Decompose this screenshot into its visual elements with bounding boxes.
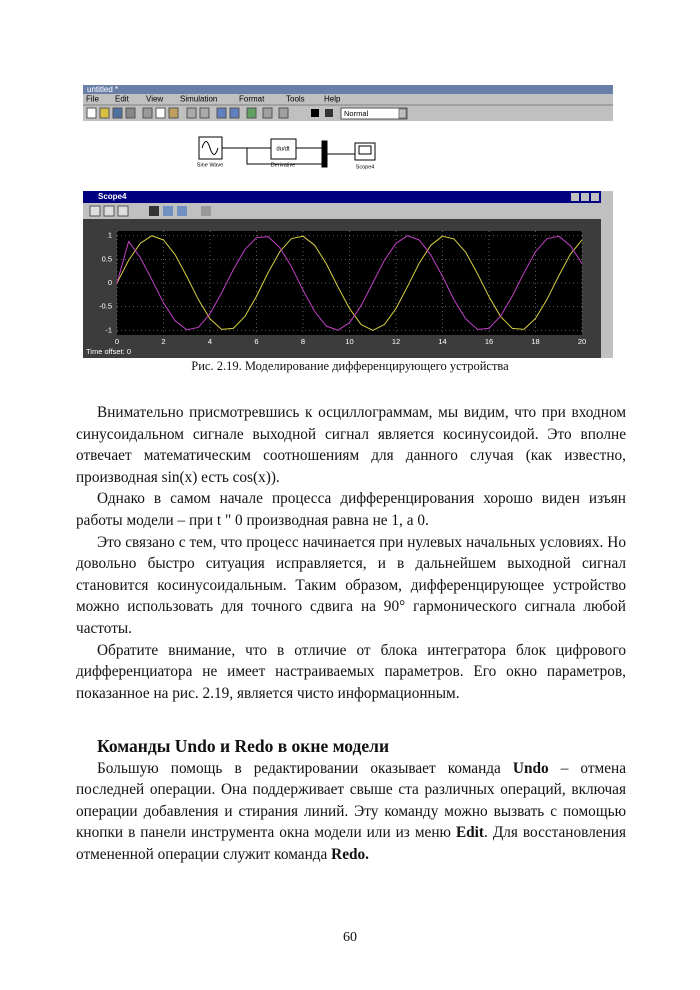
y-tick-label: -0.5 bbox=[99, 302, 112, 311]
bold-text: Undo bbox=[512, 759, 549, 777]
time-offset: Time offset: 0 bbox=[86, 347, 131, 356]
menu-item[interactable]: Tools bbox=[286, 95, 305, 104]
block-label: Derivative bbox=[271, 162, 295, 168]
window-button[interactable] bbox=[571, 193, 579, 201]
zoom-dropdown[interactable] bbox=[340, 107, 408, 120]
x-tick-label: 6 bbox=[254, 337, 258, 346]
x-tick-label: 14 bbox=[438, 337, 446, 346]
window-button[interactable] bbox=[591, 193, 599, 201]
y-tick-label: 1 bbox=[108, 231, 112, 240]
paragraph: Это связано с тем, что процесс начинаетс… bbox=[76, 533, 626, 637]
mux-block[interactable] bbox=[321, 140, 328, 168]
tool-icon[interactable] bbox=[177, 206, 187, 216]
signal-line bbox=[116, 235, 583, 331]
bold-text: Edit bbox=[455, 824, 484, 842]
text-run: Большую помощь в редактировании оказывае… bbox=[97, 759, 513, 777]
menu-item[interactable]: View bbox=[146, 95, 163, 104]
x-tick-label: 10 bbox=[345, 337, 353, 346]
paragraph: Большую помощь в редактировании оказывае… bbox=[76, 758, 626, 866]
title-bar bbox=[83, 85, 613, 94]
paragraph: Однако в самом начале процесса дифференц… bbox=[76, 490, 626, 529]
x-tick-label: 8 bbox=[301, 337, 305, 346]
tool-icon[interactable] bbox=[103, 205, 115, 217]
tool-icon[interactable] bbox=[325, 109, 333, 117]
tool-icon[interactable] bbox=[186, 107, 197, 119]
figure-caption: Рис. 2.19. Моделирование дифференцирующе… bbox=[191, 359, 509, 373]
menu-item[interactable]: Format bbox=[239, 95, 265, 104]
y-tick-label: 0.5 bbox=[102, 254, 112, 263]
tool-icon[interactable] bbox=[149, 206, 159, 216]
text-run: – отмена последней операции. Она поддерж… bbox=[76, 759, 627, 842]
tool-icon[interactable] bbox=[246, 107, 257, 119]
bold-text: Redo. bbox=[331, 845, 369, 863]
text-run: . Для восстановления отмененной операции… bbox=[76, 824, 626, 863]
tool-icon[interactable] bbox=[199, 107, 210, 119]
tool-icon[interactable] bbox=[168, 107, 179, 119]
tool-icon[interactable] bbox=[86, 107, 97, 119]
body-text: Внимательно присмотревшись к осциллограм… bbox=[76, 402, 626, 704]
scope-toolbar bbox=[89, 205, 211, 217]
zoom-value: Normal bbox=[344, 109, 369, 118]
tool-icon[interactable] bbox=[99, 107, 110, 119]
tool-icon[interactable] bbox=[201, 206, 211, 216]
tool-icon[interactable] bbox=[163, 206, 173, 216]
page-number: 60 bbox=[343, 930, 357, 945]
menu-item[interactable]: Edit bbox=[115, 95, 130, 104]
tool-icon[interactable] bbox=[262, 107, 273, 119]
menu-item[interactable]: File bbox=[86, 95, 99, 104]
x-tick-label: 18 bbox=[531, 337, 539, 346]
x-tick-label: 4 bbox=[208, 337, 212, 346]
tool-icon[interactable] bbox=[311, 109, 319, 117]
tool-icon[interactable] bbox=[278, 107, 289, 119]
y-tick-label: 0 bbox=[108, 278, 112, 287]
x-tick-label: 2 bbox=[161, 337, 165, 346]
screenshot: untitled * File Edit View Simulation Format T… bbox=[83, 85, 613, 358]
tool-icon[interactable] bbox=[216, 107, 227, 119]
model-diagram bbox=[198, 136, 376, 168]
tool-icon[interactable] bbox=[229, 107, 240, 119]
window-button[interactable] bbox=[581, 193, 589, 201]
x-tick-label: 16 bbox=[485, 337, 493, 346]
menu-item[interactable]: Simulation bbox=[180, 95, 217, 104]
tool-icon[interactable] bbox=[155, 107, 166, 119]
section: Команды Undo и Redo в окне модели Большу… bbox=[76, 736, 626, 866]
scope-title-bar bbox=[83, 191, 601, 203]
window-title: untitled * bbox=[87, 85, 118, 94]
model-canvas bbox=[83, 121, 613, 191]
tool-icon[interactable] bbox=[142, 107, 153, 119]
tool-icon[interactable] bbox=[125, 107, 136, 119]
toolbar: Normal bbox=[86, 107, 408, 120]
tool-icon[interactable] bbox=[89, 205, 101, 217]
tool-icon[interactable] bbox=[112, 107, 123, 119]
scope-title: Scope4 bbox=[98, 192, 127, 201]
paragraph: Обратите внимание, что в отличие от блок… bbox=[76, 641, 626, 702]
tool-icon[interactable] bbox=[117, 205, 129, 217]
block-symbol: du/dt bbox=[276, 147, 290, 153]
signal-line bbox=[116, 235, 583, 331]
derivative-block[interactable] bbox=[270, 138, 297, 160]
paragraph: Внимательно присмотревшись к осциллограм… bbox=[76, 404, 626, 486]
section-heading: Команды Undo и Redo в окне модели bbox=[97, 736, 390, 756]
block-label: Scope4 bbox=[356, 164, 375, 170]
menu-item[interactable]: Help bbox=[324, 95, 341, 104]
y-tick-label: -1 bbox=[105, 325, 112, 334]
x-tick-label: 0 bbox=[115, 337, 119, 346]
x-tick-label: 20 bbox=[578, 337, 586, 346]
scope-block[interactable] bbox=[354, 142, 376, 161]
block-label: Sine Wave bbox=[197, 162, 223, 168]
x-tick-label: 12 bbox=[392, 337, 400, 346]
